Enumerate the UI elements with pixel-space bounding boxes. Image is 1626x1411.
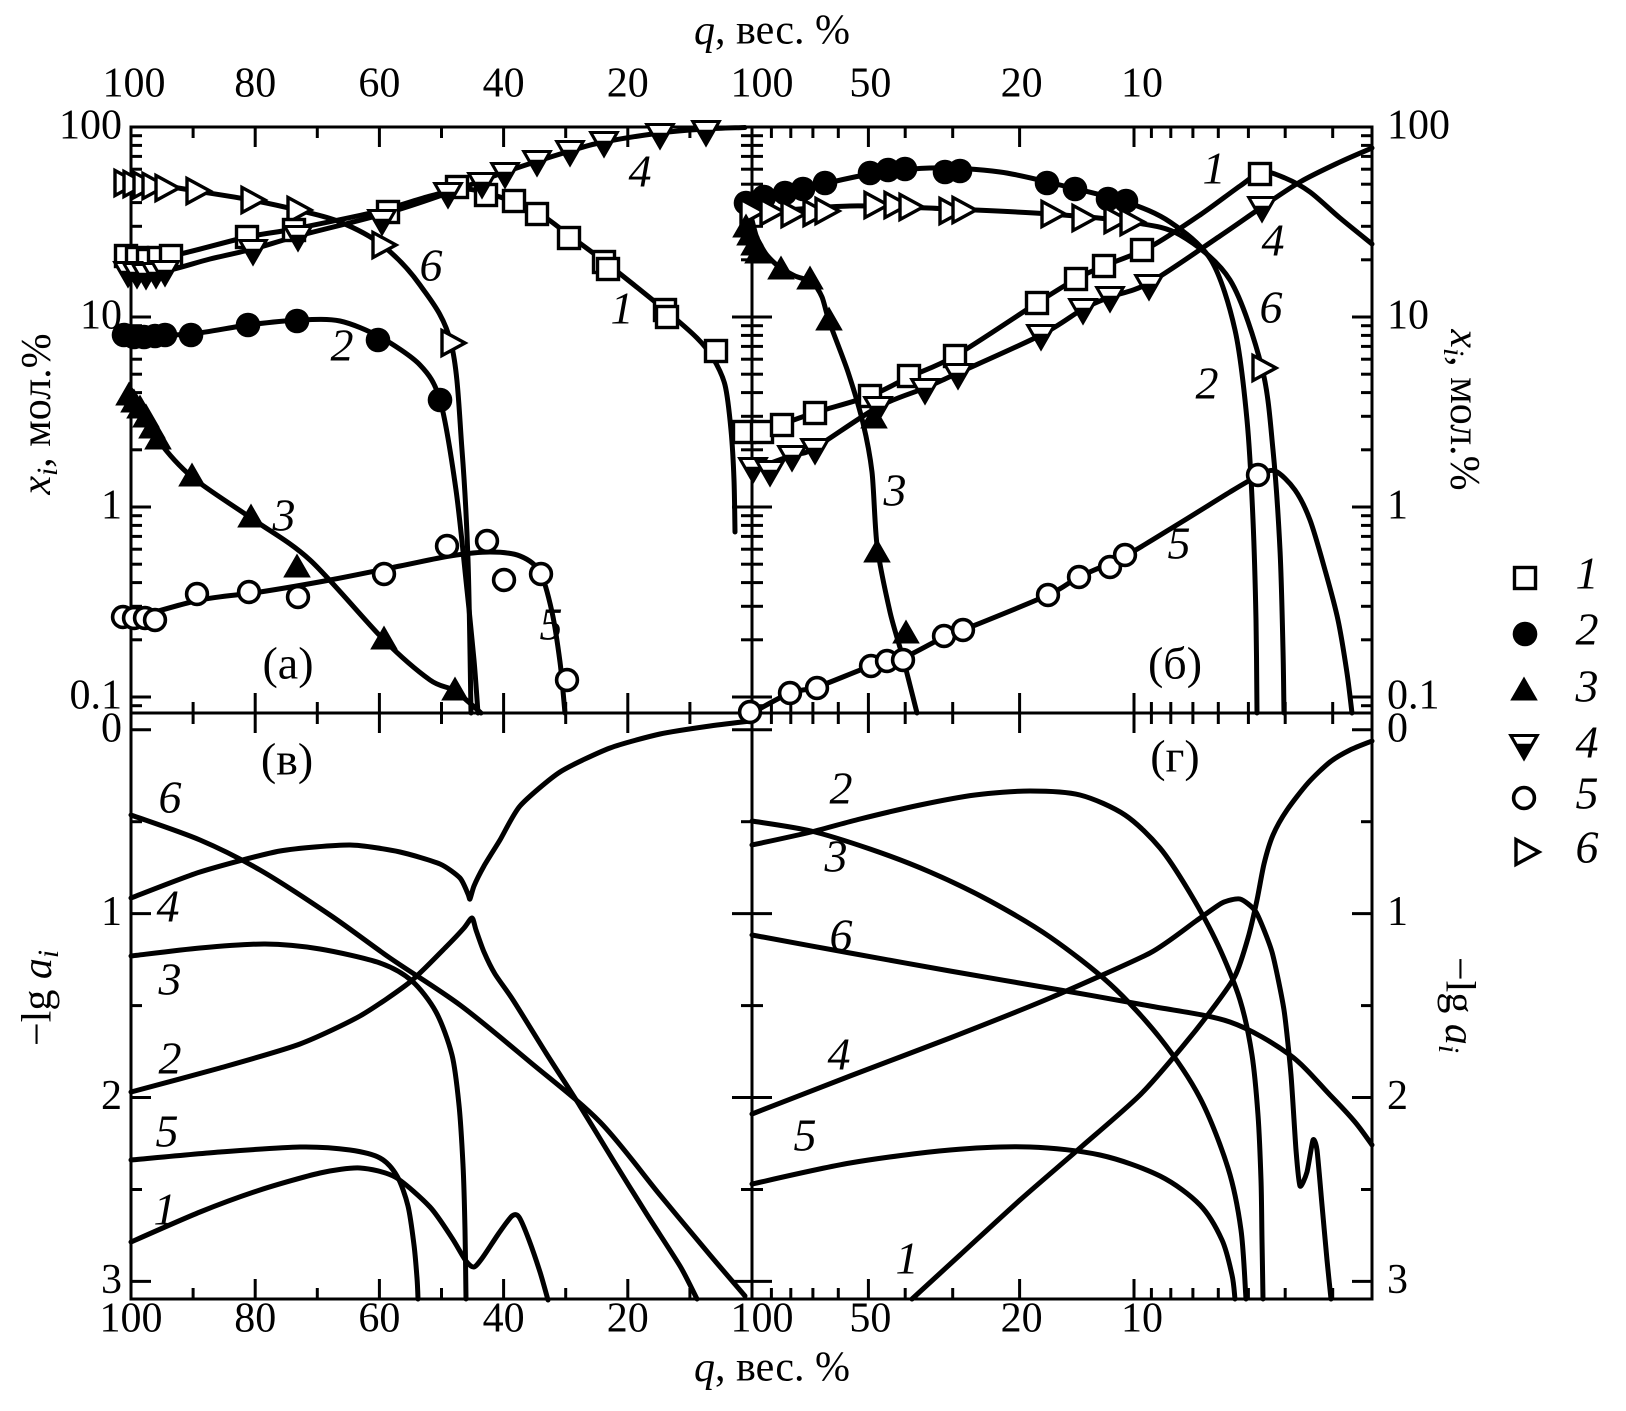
svg-text:4: 4 [157,881,180,932]
svg-text:0: 0 [101,705,122,751]
svg-text:xi, мол.%: xi, мол.% [1437,328,1487,490]
svg-text:1: 1 [101,483,122,529]
svg-text:5: 5 [1576,768,1599,819]
svg-text:10: 10 [1121,1296,1163,1342]
svg-text:100: 100 [731,61,794,107]
svg-text:100: 100 [731,1296,794,1342]
svg-text:4: 4 [828,1029,851,1080]
svg-text:50: 50 [849,61,891,107]
svg-text:5: 5 [540,599,563,650]
svg-text:6: 6 [830,910,853,961]
svg-text:20: 20 [1001,61,1043,107]
svg-text:2: 2 [1387,1073,1408,1119]
svg-text:(в): (в) [261,734,313,785]
svg-text:1: 1 [1576,548,1599,599]
svg-text:5: 5 [156,1106,179,1157]
svg-text:6: 6 [159,772,182,823]
svg-text:10: 10 [1387,293,1429,339]
svg-text:3: 3 [272,490,296,541]
svg-text:40: 40 [483,61,525,107]
svg-text:4: 4 [1262,215,1285,266]
svg-text:2: 2 [1196,358,1219,409]
svg-text:q, вес. %: q, вес. % [694,1345,850,1391]
svg-text:1: 1 [1387,483,1408,529]
svg-text:1: 1 [611,283,634,334]
svg-text:80: 80 [234,1296,276,1342]
svg-text:3: 3 [158,954,182,1005]
svg-text:20: 20 [1001,1296,1043,1342]
svg-text:80: 80 [234,61,276,107]
svg-text:0.1: 0.1 [1387,673,1440,719]
svg-text:2: 2 [159,1033,182,1084]
svg-text:100: 100 [103,61,166,107]
svg-text:60: 60 [358,1296,400,1342]
svg-text:4: 4 [629,146,652,197]
svg-text:100: 100 [59,103,122,149]
svg-text:10: 10 [80,293,122,339]
svg-text:3: 3 [883,465,907,516]
svg-text:6: 6 [420,240,443,291]
svg-text:1: 1 [1387,889,1408,935]
svg-text:1: 1 [1203,143,1226,194]
svg-text:0: 0 [1387,705,1408,751]
svg-text:50: 50 [849,1296,891,1342]
svg-text:60: 60 [358,61,400,107]
svg-text:−lg ai: −lg ai [1432,957,1482,1053]
svg-text:1: 1 [896,1233,919,1284]
svg-text:xi, мол.%: xi, мол.% [14,333,64,495]
svg-text:(б): (б) [1148,638,1202,689]
svg-text:100: 100 [1387,103,1450,149]
svg-text:1: 1 [101,889,122,935]
svg-text:−lg ai: −lg ai [15,950,65,1046]
svg-text:q, вес. %: q, вес. % [694,8,850,54]
svg-text:6: 6 [1576,822,1599,873]
svg-text:4: 4 [1576,717,1599,768]
svg-text:5: 5 [794,1110,817,1161]
svg-text:10: 10 [1121,61,1163,107]
svg-text:3: 3 [824,831,848,882]
svg-text:100: 100 [100,1296,163,1342]
svg-text:0.1: 0.1 [70,673,123,719]
svg-text:1: 1 [154,1184,177,1235]
svg-text:6: 6 [1260,282,1283,333]
svg-text:2: 2 [101,1073,122,1119]
svg-text:40: 40 [483,1296,525,1342]
svg-text:5: 5 [1168,518,1191,569]
svg-text:20: 20 [607,1296,649,1342]
svg-text:(г): (г) [1150,731,1200,782]
svg-text:2: 2 [830,763,853,814]
svg-text:(а): (а) [262,638,313,689]
svg-text:3: 3 [101,1257,122,1303]
svg-text:3: 3 [1575,661,1599,712]
svg-text:20: 20 [607,61,649,107]
svg-text:2: 2 [1576,604,1599,655]
svg-text:2: 2 [331,320,354,371]
svg-text:3: 3 [1387,1257,1408,1303]
